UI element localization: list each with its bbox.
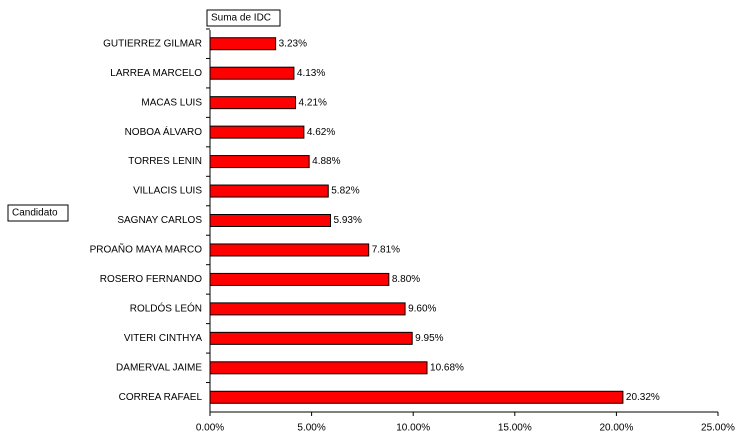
bar [209,184,329,198]
value-label: 4.13% [297,68,325,79]
value-label: 10.68% [430,362,464,373]
y-tick-label: NOBOA ÁLVARO [125,125,203,138]
value-label: 4.88% [312,156,340,167]
y-tick-label: PROAÑO MAYA MARCO [90,243,203,256]
x-tick-label: 10.00% [396,423,430,434]
y-tick-label: GUTIERREZ GILMAR [103,38,202,49]
bar [209,96,297,110]
bar [209,361,428,375]
bar [209,155,310,169]
category-field-button[interactable] [7,204,69,222]
value-label: 9.60% [408,304,436,315]
bar [209,390,624,404]
x-tick-label: 25.00% [701,423,735,434]
bar [209,243,370,257]
x-tick-label: 15.00% [498,423,532,434]
bar [209,302,406,316]
y-tick-label: ROSERO FERNANDO [100,274,202,285]
value-label: 9.95% [415,333,443,344]
y-tick-label: LARREA MARCELO [110,68,202,79]
bar [209,272,390,286]
bar [209,214,331,227]
x-tick-label: 20.00% [599,423,633,434]
y-tick-label: DAMERVAL JAIME [116,362,202,373]
y-tick-label: VITERI CINTHYA [124,333,202,344]
y-tick-label: SAGNAY CARLOS [117,215,202,226]
value-label: 5.82% [331,186,359,197]
value-label: 4.62% [307,127,335,138]
bar [209,125,305,139]
y-tick-label: TORRES LENIN [128,156,202,167]
value-label: 3.23% [279,38,307,49]
bar [209,331,413,345]
bar [209,66,295,80]
value-label: 4.21% [299,97,327,108]
y-tick-label: CORREA RAFAEL [119,392,203,403]
y-tick-label: ROLDÓS LEÓN [130,302,202,315]
x-tick-label: 0.00% [196,423,224,434]
value-label: 5.93% [333,215,361,226]
value-label: 7.81% [372,245,400,256]
value-label: 8.80% [392,274,420,285]
value-field-label: Suma de IDC [211,13,271,24]
category-field-label: Candidato [12,208,58,219]
x-tick-label: 5.00% [297,423,325,434]
bar [209,37,277,51]
value-label: 20.32% [626,392,660,403]
y-tick-label: VILLACIS LUIS [133,186,202,197]
y-tick-label: MACAS LUIS [141,97,202,108]
value-field-button[interactable] [206,9,281,27]
